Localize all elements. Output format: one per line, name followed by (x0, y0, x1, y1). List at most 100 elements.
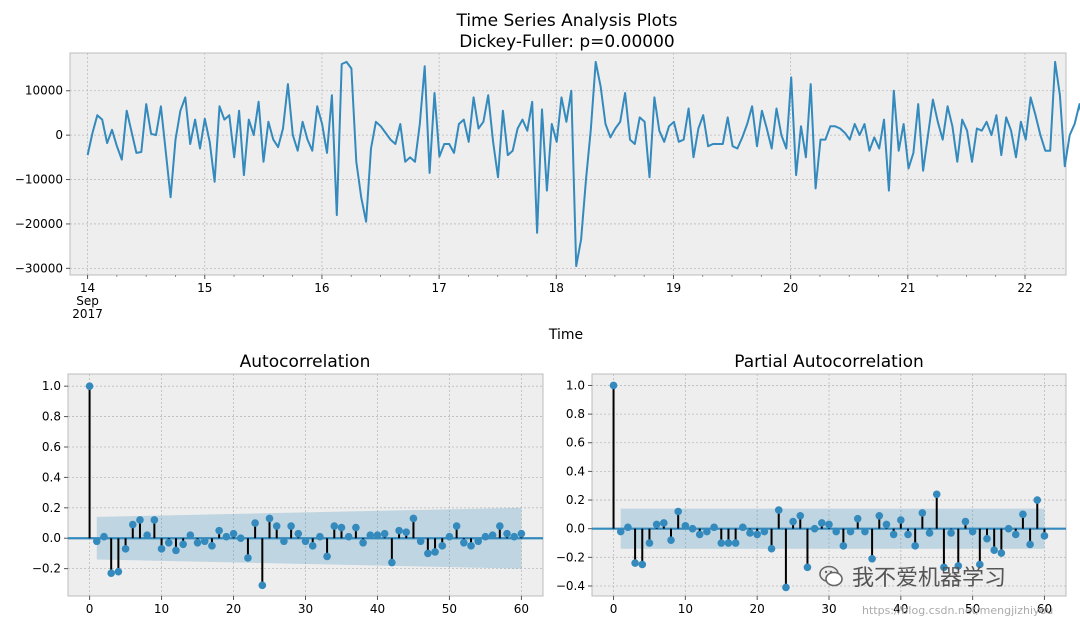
stem-marker (968, 527, 977, 536)
stem-marker (157, 545, 166, 553)
stem-marker (703, 527, 711, 536)
pacf-panel: Partial Autocorrelation 0 10 20 30 40 50 60 −0.… (556, 352, 1067, 616)
stem-marker (200, 537, 209, 546)
x-tick-label: 22 (1017, 281, 1032, 295)
stem-marker (100, 532, 108, 541)
stem-marker (674, 507, 682, 516)
stem-marker (388, 558, 396, 567)
stem-marker (904, 530, 912, 539)
stem-marker (474, 537, 483, 546)
stem-marker (287, 522, 295, 530)
stem-marker (481, 532, 490, 541)
pacf-title: Partial Autocorrelation (734, 352, 924, 372)
y-tick-label: 0.6 (566, 436, 585, 450)
stem-marker (330, 522, 339, 530)
stem-marker (114, 567, 123, 576)
stem-marker (503, 529, 511, 538)
stem-marker (128, 520, 137, 529)
stem-marker (222, 532, 231, 541)
stem-marker (107, 569, 115, 577)
x-tick-label: 17 (431, 281, 446, 295)
y-tick-label: −0.2 (556, 550, 585, 564)
x-tick-label: 19 (666, 281, 681, 295)
stem-marker (251, 519, 259, 527)
y-tick-label: 0.2 (566, 493, 585, 507)
x-tick-label: 40 (370, 602, 385, 616)
stem-marker (438, 542, 447, 550)
stem-marker (143, 531, 151, 539)
stem-marker (774, 506, 783, 514)
stem-marker (136, 516, 144, 524)
stem-marker (631, 559, 639, 567)
stem-marker (825, 520, 833, 529)
stem-marker (731, 539, 740, 547)
x-tick-label: 20 (750, 602, 765, 616)
stem-marker (92, 537, 101, 546)
stem-marker (488, 531, 497, 539)
y-tick-label: 0.4 (42, 470, 61, 484)
x-tick-label: 15 (197, 281, 212, 295)
stem-marker (323, 552, 331, 561)
x-tick-label: 21 (900, 281, 915, 295)
stem-marker (337, 523, 346, 532)
stem-marker (272, 522, 281, 530)
stem-marker (308, 542, 317, 550)
stem-marker (265, 514, 274, 523)
stem-marker (961, 517, 970, 526)
y-tick-label: 0 (55, 128, 63, 142)
stem-marker (244, 554, 252, 562)
stem-marker (460, 538, 468, 547)
stem-marker (911, 542, 919, 550)
stem-marker (710, 523, 718, 532)
stem-marker (940, 563, 948, 572)
x-tick-label: 10 (154, 602, 169, 616)
x-tick-label: 16 (314, 281, 329, 295)
stem-marker (186, 531, 195, 539)
stem-marker (609, 381, 618, 390)
stem-marker (402, 528, 411, 536)
stem-marker (172, 546, 180, 555)
stem-marker (789, 517, 797, 526)
x-tick-label: 30 (821, 602, 836, 616)
stem-marker (997, 549, 1006, 557)
stem-marker (1033, 496, 1042, 504)
stem-marker (810, 524, 819, 533)
stem-marker (624, 523, 632, 532)
stem-marker (695, 530, 704, 539)
x-tick-label: 0 (610, 602, 618, 616)
x-tick-label: 20 (783, 281, 798, 295)
stem-marker (280, 537, 288, 546)
x-tick-label: 18 (549, 281, 564, 295)
stem-marker (496, 522, 504, 530)
y-tick-label: 0.2 (42, 501, 61, 515)
stem-marker (208, 542, 216, 550)
x-tick-sublabel: 2017 (72, 307, 103, 321)
stem-marker (236, 534, 245, 543)
stem-marker (452, 522, 461, 530)
stem-marker (1026, 540, 1034, 549)
stem-marker (889, 530, 898, 539)
stem-marker (301, 537, 310, 546)
stem-marker (818, 519, 826, 527)
stem-marker (510, 532, 519, 541)
stem-marker (667, 536, 675, 544)
stem-marker (652, 520, 661, 529)
figure-title: Time Series Analysis Plots (455, 11, 677, 31)
x-tick-sublabel: Sep (76, 294, 99, 308)
stem-marker (373, 531, 382, 539)
y-tick-label: 0.4 (566, 464, 585, 478)
x-tick-label: 60 (1037, 602, 1052, 616)
stem-marker (853, 514, 862, 523)
stem-marker (445, 532, 454, 541)
stem-marker (739, 523, 747, 532)
stem-marker (954, 562, 963, 570)
stem-marker (395, 526, 403, 535)
y-tick-label: −0.2 (32, 562, 61, 576)
stem-marker (983, 534, 991, 543)
stem-marker (616, 527, 625, 536)
time-series-panel: Time Series Analysis Plots Dickey-Fuller… (15, 11, 1080, 343)
stem-marker (431, 548, 439, 556)
stem-marker (846, 527, 855, 536)
series-line (86, 60, 1080, 268)
